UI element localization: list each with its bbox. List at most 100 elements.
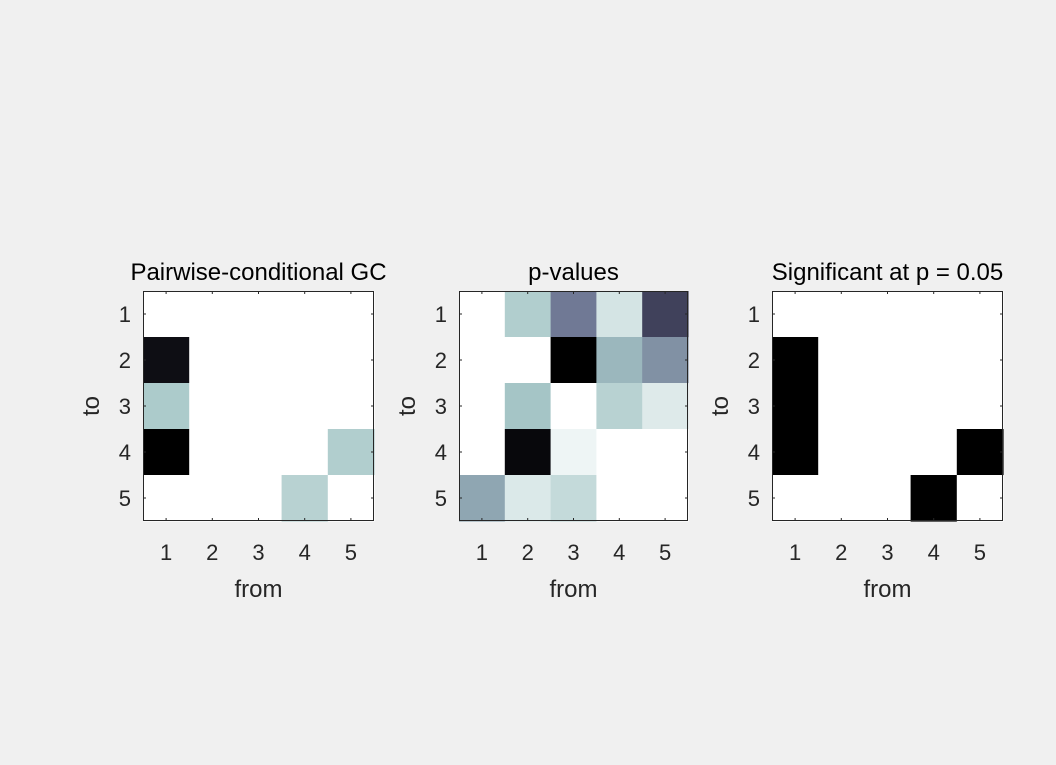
heatmap-cell-r5-c3	[550, 475, 597, 522]
chart-title: p-values	[528, 259, 619, 286]
heatmap-cell-r1-c2	[504, 291, 552, 338]
x-tick-label: 1	[789, 540, 801, 565]
y-tick-label: 5	[748, 486, 760, 511]
heatmap-cell-r1-c5	[327, 291, 375, 338]
y-tick-label: 2	[119, 348, 131, 373]
heatmap-cell-r4-c2	[504, 429, 552, 476]
heatmap-cell-r5-c2	[189, 475, 236, 522]
heatmap-cell-r4-c5	[327, 429, 375, 476]
x-tick-label: 5	[974, 540, 986, 565]
heatmap-cell-r4-c3	[235, 429, 283, 476]
heatmap-cell-r2-c5	[956, 337, 1004, 384]
heatmap-cell-r1-c3	[550, 291, 597, 338]
heatmap-cell-r3-c2	[189, 383, 236, 430]
x-tick-label: 3	[567, 540, 579, 565]
x-tick-label: 3	[881, 540, 893, 565]
heatmap-cell-r5-c3	[235, 475, 283, 522]
heatmap-panel-1: 1 2 3 4 5 1 2 3 4 5 Pairwise-conditional GC from to	[78, 259, 387, 603]
heatmap-cell-r2-c3	[864, 337, 912, 384]
x-tick-label: 3	[252, 540, 264, 565]
x-tick-label: 4	[928, 540, 940, 565]
heatmap-panel-2: 1 2 3 4 5 1 2 3 4 5 p-values from to	[394, 259, 689, 603]
heatmap-cell-r5-c2	[504, 475, 552, 522]
heatmap-cell-r1-c1	[459, 291, 506, 338]
heatmap-cell-r1-c4	[596, 291, 643, 338]
heatmap-cell-r2-c1	[143, 337, 190, 384]
chart-title: Pairwise-conditional GC	[130, 259, 386, 286]
x-tick-label: 2	[522, 540, 534, 565]
y-tick-label: 3	[748, 394, 760, 419]
heatmap-cell-r4-c2	[189, 429, 236, 476]
x-tick-label: 2	[206, 540, 218, 565]
heatmap-cell-r1-c4	[910, 291, 958, 338]
y-tick-label: 1	[748, 302, 760, 327]
heatmap-cell-r3-c4	[281, 383, 329, 430]
heatmap-cell-r3-c1	[459, 383, 506, 430]
heatmap-cell-r3-c5	[956, 383, 1004, 430]
chart-title: Significant at p = 0.05	[772, 259, 1004, 286]
heatmap-cell-r5-c5	[956, 475, 1004, 522]
heatmap-cell-r2-c2	[818, 337, 865, 384]
heatmap-cell-r3-c2	[818, 383, 865, 430]
y-tick-label: 1	[119, 302, 131, 327]
y-axis-label: to	[394, 396, 421, 416]
heatmap-cell-r2-c5	[327, 337, 375, 384]
heatmap-panel-3: 1 2 3 4 5 1 2 3 4 5 Significant at p = 0.05 from to	[707, 259, 1004, 603]
heatmap-cell-r3-c2	[504, 383, 552, 430]
heatmap-cell-r2-c5	[642, 337, 689, 384]
heatmap-cell-r3-c1	[143, 383, 190, 430]
heatmap-cell-r1-c4	[281, 291, 329, 338]
y-tick-label: 4	[435, 440, 447, 465]
heatmap-cell-r2-c3	[235, 337, 283, 384]
heatmap-cell-r4-c1	[143, 429, 190, 476]
heatmap-cell-r1-c5	[956, 291, 1004, 338]
heatmap-cell-r5-c5	[327, 475, 375, 522]
y-tick-label: 2	[748, 348, 760, 373]
heatmap-cell-r2-c1	[772, 337, 819, 384]
heatmap-cell-r3-c3	[550, 383, 597, 430]
x-tick-label: 5	[659, 540, 671, 565]
heatmap-cell-r2-c4	[910, 337, 958, 384]
heatmap-cell-r3-c3	[235, 383, 283, 430]
heatmap-cell-r5-c1	[772, 475, 819, 522]
heatmap-cell-r3-c5	[327, 383, 375, 430]
heatmap-cell-r2-c4	[596, 337, 643, 384]
heatmap-cell-r3-c3	[864, 383, 912, 430]
y-tick-label: 4	[119, 440, 131, 465]
x-tick-label: 1	[476, 540, 488, 565]
x-axis-label: from	[235, 576, 283, 603]
y-tick-label: 2	[435, 348, 447, 373]
heatmap-cell-r5-c3	[864, 475, 912, 522]
y-tick-label: 5	[435, 486, 447, 511]
x-tick-label: 1	[160, 540, 172, 565]
heatmap-cell-r2-c3	[550, 337, 597, 384]
heatmap-cell-r3-c1	[772, 383, 819, 430]
x-axis-label: from	[550, 576, 598, 603]
heatmap-cell-r4-c1	[772, 429, 819, 476]
x-axis-label: from	[864, 576, 912, 603]
heatmap-cell-r4-c5	[956, 429, 1004, 476]
heatmap-cell-r4-c1	[459, 429, 506, 476]
heatmap-cell-r1-c3	[864, 291, 912, 338]
heatmap-cell-r4-c4	[281, 429, 329, 476]
heatmap-cell-r2-c4	[281, 337, 329, 384]
x-tick-label: 4	[299, 540, 311, 565]
heatmap-cell-r1-c2	[818, 291, 865, 338]
y-tick-label: 1	[435, 302, 447, 327]
y-tick-label: 3	[435, 394, 447, 419]
heatmap-cell-r2-c1	[459, 337, 506, 384]
heatmap-cell-r5-c1	[459, 475, 506, 522]
heatmap-cell-r5-c5	[642, 475, 689, 522]
heatmap-cell-r1-c1	[143, 291, 190, 338]
heatmap-cell-r2-c2	[504, 337, 552, 384]
heatmap-cell-r5-c2	[818, 475, 865, 522]
y-tick-label: 3	[119, 394, 131, 419]
y-axis-label: to	[78, 396, 105, 416]
heatmap-cell-r1-c2	[189, 291, 236, 338]
heatmap-cell-r2-c2	[189, 337, 236, 384]
heatmap-cell-r5-c1	[143, 475, 190, 522]
y-axis-label: to	[707, 396, 734, 416]
heatmap-cell-r4-c2	[818, 429, 865, 476]
y-tick-label: 4	[748, 440, 760, 465]
x-tick-label: 2	[835, 540, 847, 565]
